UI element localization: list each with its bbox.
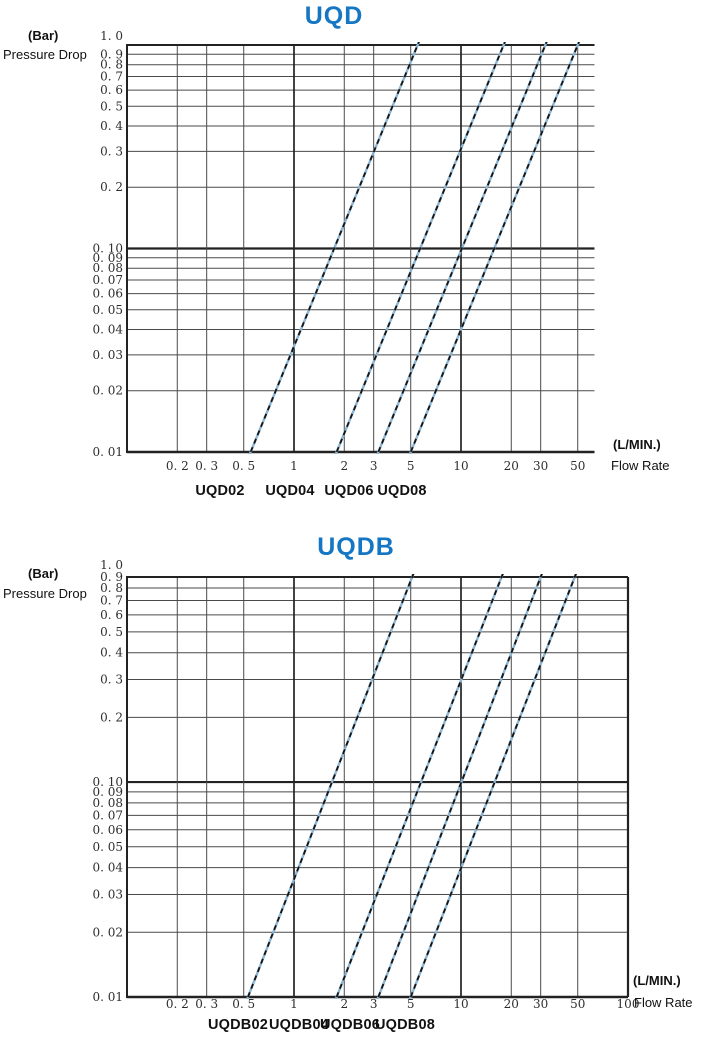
x-tick-label: 2 (340, 997, 348, 1011)
y-tick-label: 0. 2 (100, 180, 123, 194)
y-tick-label: 0. 04 (92, 861, 123, 875)
y-tick-label: 0. 09 (92, 785, 123, 799)
y-tick-label: 0. 6 (100, 83, 123, 97)
y-tick-label: 0. 10 (92, 242, 123, 256)
uqd-series-labels: UQD02 UQD04 UQD06 UQD08 (0, 483, 718, 501)
uqdb-chart-section: UQDB (Bar) Pressure Drop 1. 0 0. 9 0. 8 0. … (0, 530, 718, 1039)
y-tick-label: 0. 6 (100, 608, 123, 622)
y-tick-label: 0. 4 (100, 646, 123, 660)
series-label-uqd04: UQD04 (265, 483, 315, 499)
y-tick-label: 0. 5 (100, 99, 123, 113)
y-tick-label: 0. 07 (92, 273, 123, 287)
y-tick-label: 0. 08 (92, 261, 123, 275)
uqd-plot: 1. 0 0. 90. 80. 70. 6 0. 5 0. 4 0. 3 0. 2 0. 1… (92, 29, 595, 473)
y-tick-label: 0. 8 (100, 581, 123, 595)
series-line-uqdb06 (376, 574, 543, 999)
y-tick-label: 0. 07 (92, 808, 123, 822)
uqdb-pressure-axis-label: Pressure Drop (3, 586, 87, 601)
y-tick-label: 0. 3 (100, 144, 123, 158)
series-label-uqdb06: UQDB06 (319, 1017, 381, 1033)
uqdb-chart-title: UQDB (317, 533, 395, 561)
x-tick-label: 3 (370, 459, 378, 473)
y-tick-label: 0. 02 (92, 925, 123, 939)
y-tick-label: 0. 10 (92, 775, 123, 789)
y-tick-label: 1. 0 (100, 558, 123, 572)
x-tick-label: 3 (370, 997, 378, 1011)
y-tick-label: 0. 9 (100, 47, 123, 61)
y-tick-label: 0. 2 (100, 710, 123, 724)
x-tick-label: 20 (504, 997, 519, 1011)
y-tick-label: 0. 01 (92, 445, 123, 459)
uqdb-flow-axis-label: Flow Rate (634, 995, 693, 1010)
series-label-uqd08: UQD08 (377, 483, 427, 499)
x-tick-label: 10 (453, 459, 468, 473)
series-label-uqd02: UQD02 (195, 483, 245, 499)
x-tick-label: 20 (504, 459, 519, 473)
y-tick-label: 0. 3 (100, 673, 123, 687)
x-tick-label: 0. 2 (166, 997, 189, 1011)
x-tick-label: 1 (290, 997, 298, 1011)
y-tick-label: 0. 02 (92, 384, 123, 398)
y-tick-label: 0. 01 (92, 990, 123, 1004)
x-tick-label: 30 (533, 459, 548, 473)
y-tick-label: 0. 4 (100, 119, 123, 133)
uqdb-flow-unit-label: (L/MIN.) (633, 973, 681, 988)
series-line-uqd08 (408, 42, 580, 454)
x-tick-label: 0. 2 (166, 459, 189, 473)
y-tick-label: 0. 06 (92, 823, 123, 837)
y-tick-label: 0. 5 (100, 625, 123, 639)
series-label-uqdb02: UQDB02 (207, 1017, 269, 1033)
series-line-uqd06 (376, 42, 548, 454)
y-tick-label: 1. 0 (100, 29, 123, 43)
y-tick-label: 0. 06 (92, 287, 123, 301)
x-tick-label: 30 (533, 997, 548, 1011)
x-tick-label: 0. 5 (232, 997, 255, 1011)
x-tick-label: 2 (340, 459, 348, 473)
uqd-pressure-axis-label: Pressure Drop (3, 47, 87, 62)
uqd-flow-axis-label: Flow Rate (611, 458, 670, 473)
x-tick-label: 50 (570, 997, 585, 1011)
uqd-chart-title: UQD (304, 2, 364, 30)
x-tick-label: 100 (617, 997, 640, 1011)
uqdb-pressure-unit-label: (Bar) (28, 566, 59, 581)
series-line-uqd02 (248, 42, 420, 454)
x-tick-label: 5 (407, 459, 415, 473)
y-tick-label: 0. 7 (100, 593, 123, 607)
uqd-pressure-unit-label: (Bar) (28, 28, 59, 43)
series-label-uqd06: UQD06 (324, 483, 374, 499)
uqdb-series-labels: UQDB02 UQDB04 UQDB06 UQDB08 (0, 1017, 718, 1035)
series-label-uqdb04: UQDB04 (268, 1017, 330, 1033)
y-tick-label: 0. 05 (92, 840, 123, 854)
x-tick-label: 0. 3 (195, 459, 218, 473)
y-tick-label: 0. 08 (92, 796, 123, 810)
y-tick-label: 0. 05 (92, 303, 123, 317)
y-tick-label: 0. 8 (100, 58, 123, 72)
y-tick-label: 0. 09 (92, 251, 123, 265)
x-tick-label: 10 (453, 997, 468, 1011)
y-tick-label: 0. 7 (100, 70, 123, 84)
y-tick-label: 0. 03 (92, 348, 123, 362)
x-tick-label: 50 (570, 459, 585, 473)
uqd-chart-section: UQD (Bar) Pressure Drop 1. 0 0. 9 0. 8 0. 7… (0, 2, 718, 501)
uqdb-plot: 1. 00. 90. 80. 70. 6 0. 5 0. 4 0. 3 0. 2 0. 1… (92, 558, 640, 1011)
series-line-uqdb04 (334, 574, 504, 999)
x-tick-label: 1 (290, 459, 298, 473)
y-tick-label: 0. 04 (92, 322, 123, 336)
series-line-uqdb08 (408, 574, 577, 999)
series-label-uqdb08: UQDB08 (374, 1017, 436, 1033)
y-tick-label: 0. 9 (100, 570, 123, 584)
series-line-uqd04 (334, 42, 506, 454)
y-tick-label: 0. 03 (92, 887, 123, 901)
x-tick-label: 5 (407, 997, 415, 1011)
x-tick-label: 0. 3 (195, 997, 218, 1011)
series-line-uqdb02 (246, 574, 415, 999)
uqd-flow-unit-label: (L/MIN.) (613, 437, 661, 452)
x-tick-label: 0. 5 (232, 459, 255, 473)
